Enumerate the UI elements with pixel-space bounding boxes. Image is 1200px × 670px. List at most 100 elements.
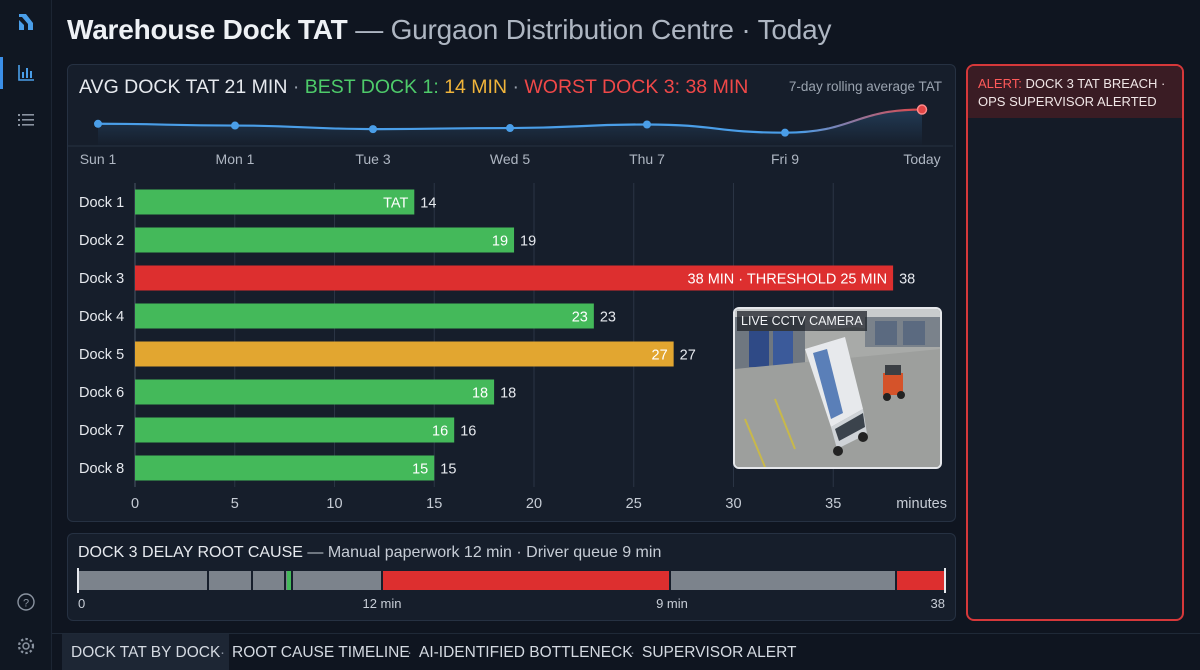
dock-tat-bar-chart: 0 5 10 15 20 25 30 35 minutes Dock 1 TAT 14 Dock 2 19… <box>79 183 947 512</box>
supervisor-alert-panel[interactable]: ALERT: DOCK 3 TAT BREACH · OPS SUPERVISO… <box>966 64 1184 621</box>
timeline-segment-paperwork[interactable] <box>382 571 670 590</box>
y-category-label: Dock 2 <box>79 233 124 249</box>
cctv-label: LIVE CCTV CAMERA <box>737 311 867 331</box>
nav-sep: · <box>407 644 412 661</box>
bar-inner-label: 38 MIN · THRESHOLD 25 MIN <box>688 272 888 288</box>
x-axis-label: minutes <box>896 496 947 512</box>
rail-active-indicator <box>0 57 3 89</box>
y-category-label: Dock 4 <box>79 309 124 325</box>
bar-dock-3[interactable] <box>135 265 894 291</box>
x-tick-label: 35 <box>825 496 841 512</box>
trend-point[interactable] <box>781 128 789 137</box>
list-icon[interactable] <box>14 108 38 132</box>
bar-dock-7[interactable] <box>135 417 455 443</box>
page-title: Warehouse Dock TAT — Gurgaon Distributio… <box>67 14 831 46</box>
x-tick-label: 30 <box>725 496 741 512</box>
y-category-label: Dock 5 <box>79 347 124 363</box>
kpi-summary: AVG DOCK TAT 21 MIN · BEST DOCK 1: 14 MI… <box>79 76 748 99</box>
y-category-label: Dock 3 <box>79 271 124 287</box>
nav-supervisor-alert[interactable]: SUPERVISOR ALERT <box>642 644 797 661</box>
trend-day-label: Fri 9 <box>771 151 799 167</box>
kpi-best-value: 14 MIN <box>444 76 508 98</box>
nav-ai-bottleneck[interactable]: AI-IDENTIFIED BOTTLENECK <box>419 644 633 661</box>
bar-inner-label: 27 <box>652 348 668 364</box>
kpi-avg: AVG DOCK TAT 21 MIN <box>79 76 288 98</box>
trend-day-label: Wed 5 <box>490 151 530 167</box>
trend-day-label: Sun 1 <box>80 151 117 167</box>
bar-inner-label: 15 <box>412 462 428 478</box>
x-tick-label: 5 <box>231 496 239 512</box>
bar-dock-6[interactable] <box>135 379 495 405</box>
left-rail: ? <box>0 0 52 670</box>
trend-day-label: Thu 7 <box>629 151 665 167</box>
bar-dock-5[interactable] <box>135 341 674 367</box>
bar-inner-label: 19 <box>492 234 508 250</box>
trend-point[interactable] <box>506 124 514 133</box>
kpi-sep: · <box>292 76 300 98</box>
nav-sep: · <box>630 644 635 661</box>
settings-icon[interactable] <box>14 634 38 658</box>
timeline-marker-0: 0 <box>78 596 85 611</box>
nav-sep: · <box>220 644 225 661</box>
logo-icon[interactable] <box>14 10 38 34</box>
cctv-camera-feed[interactable]: LIVE CCTV CAMERA <box>733 307 942 469</box>
y-category-label: Dock 7 <box>79 423 124 439</box>
bar-inner-label: 18 <box>472 386 488 402</box>
bottom-nav: DOCK TAT BY DOCK · ROOT CAUSE TIMELINE ·… <box>52 633 1200 670</box>
nav-root-cause[interactable]: ROOT CAUSE TIMELINE <box>232 644 410 661</box>
page-title-sub: — Gurgaon Distribution Centre · Today <box>355 14 832 45</box>
kpi-best-label: BEST DOCK 1: <box>304 76 439 98</box>
trend-day-label: Today <box>903 151 940 167</box>
alert-banner: ALERT: DOCK 3 TAT BREACH · OPS SUPERVISO… <box>968 66 1182 118</box>
trend-day-label: Tue 3 <box>355 151 390 167</box>
timeline-segment-marker <box>287 571 291 590</box>
bar-value-label: 16 <box>460 424 476 440</box>
chart-icon[interactable] <box>14 61 38 85</box>
bar-dock-4[interactable] <box>135 303 594 329</box>
bar-dock-1[interactable] <box>135 189 415 215</box>
bar-inner-label: TAT <box>383 196 408 212</box>
bar-value-label: 18 <box>500 386 516 402</box>
x-tick-label: 10 <box>326 496 342 512</box>
kpi-sep-2: · <box>512 76 519 98</box>
svg-text:?: ? <box>23 598 29 610</box>
x-tick-label: 15 <box>426 496 442 512</box>
timeline-marker-9: 9 min <box>656 596 688 611</box>
trend-sparkline: Sun 1 Mon 1 Tue 3 Wed 5 Thu 7 Fri 9 Today <box>68 104 953 167</box>
help-icon[interactable]: ? <box>14 590 38 614</box>
x-tick-label: 25 <box>626 496 642 512</box>
trend-day-label: Mon 1 <box>216 151 255 167</box>
trend-caption: 7-day rolling average TAT <box>788 79 942 94</box>
trend-point[interactable] <box>231 121 239 130</box>
bar-value-label: 14 <box>420 196 436 212</box>
y-category-label: Dock 1 <box>79 195 124 211</box>
y-category-label: Dock 8 <box>79 461 124 477</box>
bar-value-label: 23 <box>600 310 616 326</box>
bar-inner-label: 23 <box>572 310 588 326</box>
bar-value-label: 15 <box>440 462 456 478</box>
cctv-image <box>735 309 940 467</box>
bar-dock-2[interactable] <box>135 227 515 253</box>
timeline-marker-end: 38 <box>931 596 945 611</box>
trend-point[interactable] <box>94 119 102 128</box>
trend-point[interactable] <box>916 104 928 115</box>
trend-area <box>98 109 922 146</box>
bar-dock-8[interactable] <box>135 455 435 481</box>
root-cause-detail: — Manual paperwork 12 min · Driver queue… <box>307 544 662 561</box>
bar-value-label: 19 <box>520 234 536 250</box>
bar-inner-label: 16 <box>432 424 448 440</box>
trend-point[interactable] <box>369 125 377 134</box>
x-tick-label: 0 <box>131 496 139 512</box>
bar-value-label: 27 <box>680 348 696 364</box>
alert-tag: ALERT: <box>978 76 1022 91</box>
timeline-track <box>77 568 946 593</box>
root-cause-timeline: 0 12 min 9 min 38 <box>77 568 946 611</box>
timeline-marker-12: 12 min <box>362 596 401 611</box>
alert-text: DOCK 3 TAT BREACH · OPS SUPERVISOR ALERT… <box>978 76 1166 109</box>
trend-point[interactable] <box>643 120 651 129</box>
kpi-worst: WORST DOCK 3: 38 MIN <box>524 76 749 98</box>
nav-dock-tat[interactable]: DOCK TAT BY DOCK <box>62 634 230 670</box>
y-category-label: Dock 6 <box>79 385 124 401</box>
timeline-segment-queue[interactable] <box>896 571 944 590</box>
bar-value-label: 38 <box>899 272 915 288</box>
